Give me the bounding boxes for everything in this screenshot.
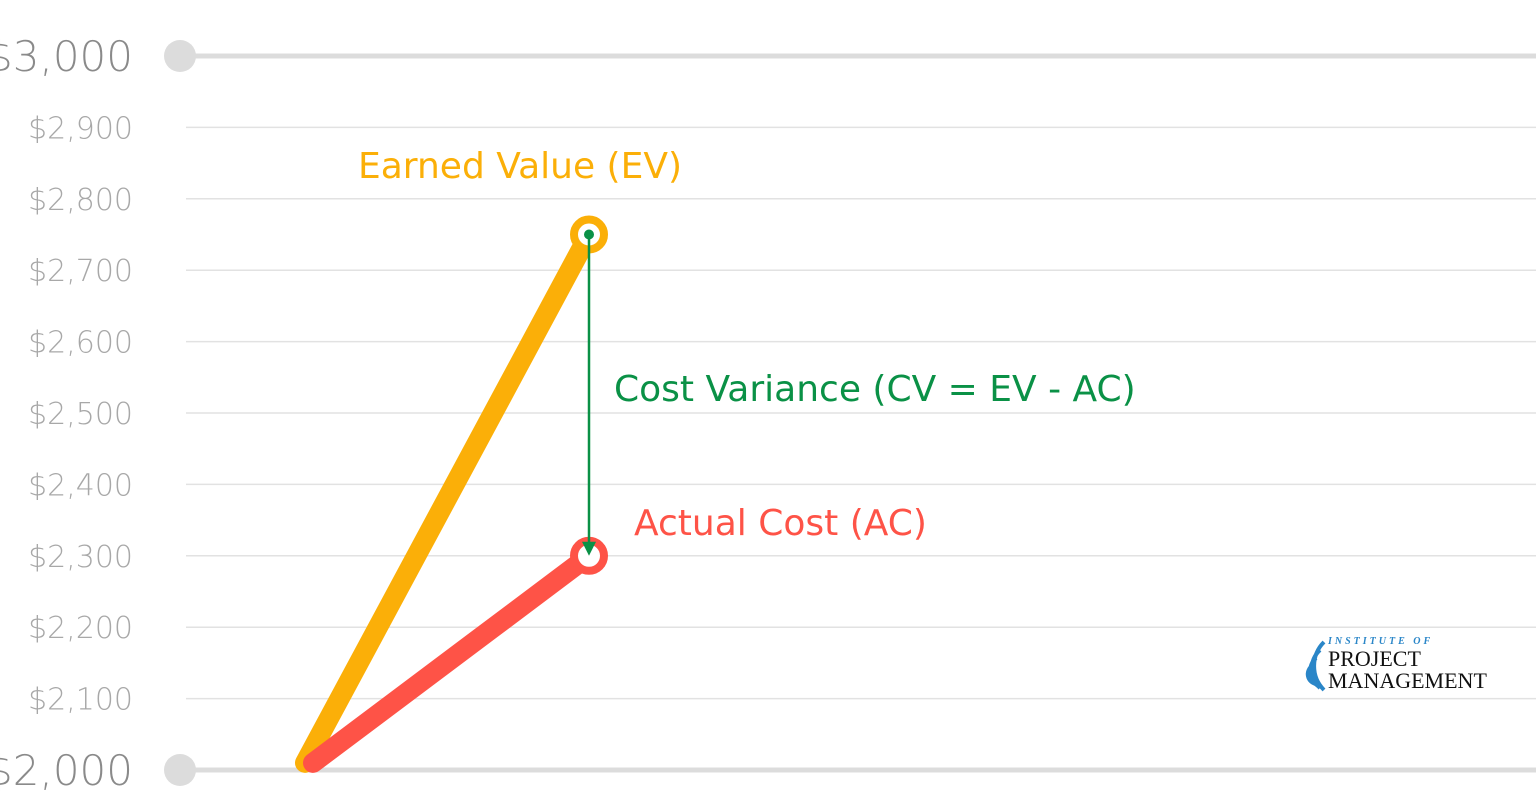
y-tick-label: $2,300 [28,540,133,575]
series-label-ac: Actual Cost (AC) [634,503,927,544]
y-tick-label: $2,700 [28,254,133,289]
series-label-ev: Earned Value (EV) [358,146,682,187]
y-tick-label: $2,200 [28,611,133,646]
y-tick-label: $2,600 [28,326,133,361]
axis-end-dot [164,754,196,786]
y-tick-label: $2,000 [0,746,133,793]
annotations: Cost Variance (CV = EV - AC) [582,229,1136,556]
series-line-ev [295,224,599,773]
y-axis-ticks: $2,000 $2,100 $2,200 $2,300 $2,400 $2,500 $2,6… [0,32,133,793]
grid [164,40,1536,786]
y-tick-label: $2,400 [28,468,133,503]
y-tick-label: $2,500 [28,397,133,432]
cost-variance-label: Cost Variance (CV = EV - AC) [614,369,1136,410]
logo-arcs-icon [1305,640,1326,692]
y-tick-label: $2,900 [28,111,133,146]
y-tick-label: $2,800 [28,183,133,218]
series: Earned Value (EV) Actual Cost (AC) [295,146,927,773]
axis-end-dot [164,40,196,72]
institute-of-project-management-logo: INSTITUTE OF PROJECT MANAGEMENT [1284,636,1514,696]
series-line-ac [303,545,599,773]
arrowhead-icon [582,541,596,556]
y-tick-label: $3,000 [0,32,133,81]
logo-line1: INSTITUTE OF [1328,636,1434,647]
cost-variance-start-dot [584,229,594,240]
logo-line3: MANAGEMENT [1328,668,1487,693]
logo-line2: PROJECT [1328,646,1421,671]
y-tick-label: $2,100 [28,683,133,718]
